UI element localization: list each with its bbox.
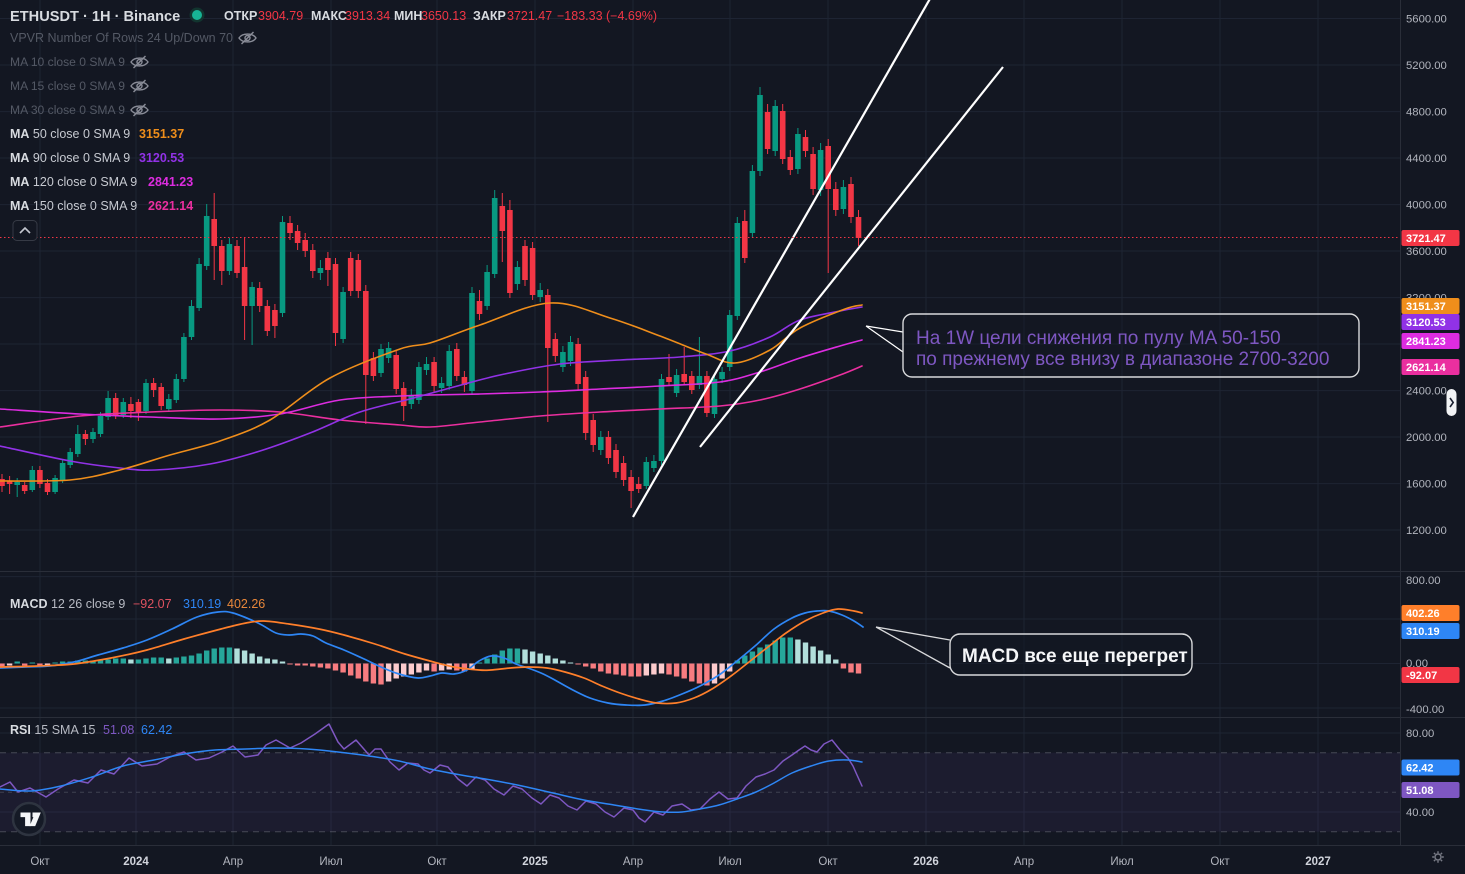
svg-text:800.00: 800.00 bbox=[1406, 575, 1441, 587]
svg-text:3600.00: 3600.00 bbox=[1406, 246, 1447, 258]
svg-text:-92.07: -92.07 bbox=[1406, 670, 1437, 682]
svg-text:2026: 2026 bbox=[913, 856, 939, 868]
svg-text:MACD все еще перегрет: MACD все еще перегрет bbox=[962, 646, 1188, 667]
svg-text:80.00: 80.00 bbox=[1406, 728, 1434, 740]
svg-text:2025: 2025 bbox=[522, 856, 548, 868]
svg-text:2400.00: 2400.00 bbox=[1406, 386, 1447, 398]
svg-text:2621.14: 2621.14 bbox=[1406, 362, 1447, 374]
svg-text:MACD 12 26 close 9: MACD 12 26 close 9 bbox=[10, 597, 125, 611]
svg-text:1600.00: 1600.00 bbox=[1406, 479, 1447, 491]
svg-text:1200.00: 1200.00 bbox=[1406, 525, 1447, 537]
svg-text:ETHUSDT · 1H · Binance: ETHUSDT · 1H · Binance bbox=[10, 9, 180, 25]
svg-text:Июл: Июл bbox=[319, 856, 342, 868]
svg-text:51.08: 51.08 bbox=[1406, 785, 1434, 797]
svg-text:MA 10 close 0 SMA 9: MA 10 close 0 SMA 9 bbox=[10, 55, 125, 69]
svg-text:Окт: Окт bbox=[1210, 856, 1230, 868]
svg-text:402.26: 402.26 bbox=[227, 597, 265, 611]
svg-text:На 1W цели снижения по пулу MA: На 1W цели снижения по пулу MA 50-150 bbox=[916, 328, 1281, 349]
svg-text:по прежнему все внизу в диапаз: по прежнему все внизу в диапазоне 2700-3… bbox=[916, 349, 1329, 370]
svg-text:−92.07: −92.07 bbox=[133, 597, 172, 611]
svg-text:40.00: 40.00 bbox=[1406, 807, 1434, 819]
svg-text:ОТКР: ОТКР bbox=[224, 9, 257, 23]
svg-text:Июл: Июл bbox=[718, 856, 741, 868]
svg-text:4000.00: 4000.00 bbox=[1406, 200, 1447, 212]
svg-text:3151.37: 3151.37 bbox=[139, 127, 184, 141]
svg-text:-400.00: -400.00 bbox=[1406, 704, 1444, 716]
svg-text:МИН: МИН bbox=[394, 9, 422, 23]
svg-text:5600.00: 5600.00 bbox=[1406, 14, 1447, 26]
svg-text:MA 15 close 0 SMA 9: MA 15 close 0 SMA 9 bbox=[10, 79, 125, 93]
svg-text:Апр: Апр bbox=[223, 856, 243, 868]
svg-text:2024: 2024 bbox=[123, 856, 149, 868]
svg-text:51.08: 51.08 bbox=[103, 723, 134, 737]
svg-text:4800.00: 4800.00 bbox=[1406, 107, 1447, 119]
svg-text:3120.53: 3120.53 bbox=[139, 151, 184, 165]
svg-text:3151.37: 3151.37 bbox=[1406, 301, 1446, 313]
svg-text:402.26: 402.26 bbox=[1406, 608, 1440, 620]
svg-text:2621.14: 2621.14 bbox=[148, 199, 193, 213]
svg-text:Окт: Окт bbox=[30, 856, 50, 868]
svg-text:Окт: Окт bbox=[818, 856, 838, 868]
svg-text:Июл: Июл bbox=[1110, 856, 1133, 868]
svg-text:2841.23: 2841.23 bbox=[1406, 336, 1446, 348]
svg-text:5200.00: 5200.00 bbox=[1406, 60, 1447, 72]
svg-text:MA 50 close 0 SMA 9: MA 50 close 0 SMA 9 bbox=[10, 127, 130, 141]
svg-text:Апр: Апр bbox=[1014, 856, 1034, 868]
svg-text:310.19: 310.19 bbox=[183, 597, 221, 611]
svg-text:2000.00: 2000.00 bbox=[1406, 432, 1447, 444]
svg-text:4400.00: 4400.00 bbox=[1406, 153, 1447, 165]
svg-text:2841.23: 2841.23 bbox=[148, 175, 193, 189]
svg-text:3650.13: 3650.13 bbox=[421, 9, 466, 23]
svg-text:310.19: 310.19 bbox=[1406, 626, 1440, 638]
svg-text:3120.53: 3120.53 bbox=[1406, 317, 1446, 329]
svg-text:62.42: 62.42 bbox=[1406, 763, 1434, 775]
svg-text:RSI 15 SMA 15: RSI 15 SMA 15 bbox=[10, 723, 96, 737]
svg-text:62.42: 62.42 bbox=[141, 723, 172, 737]
svg-text:VPVR Number Of Rows 24 Up/Down: VPVR Number Of Rows 24 Up/Down 70 bbox=[10, 31, 233, 45]
svg-text:MA 150 close 0 SMA 9: MA 150 close 0 SMA 9 bbox=[10, 199, 137, 213]
svg-text:MA 120 close 0 SMA 9: MA 120 close 0 SMA 9 bbox=[10, 175, 137, 189]
svg-text:3721.47: 3721.47 bbox=[507, 9, 552, 23]
svg-text:Апр: Апр bbox=[623, 856, 643, 868]
svg-text:3913.34: 3913.34 bbox=[345, 9, 390, 23]
svg-text:3721.47: 3721.47 bbox=[1406, 233, 1446, 245]
svg-text:2027: 2027 bbox=[1305, 856, 1331, 868]
svg-text:MA 90 close 0 SMA 9: MA 90 close 0 SMA 9 bbox=[10, 151, 130, 165]
svg-text:−183.33 (−4.69%): −183.33 (−4.69%) bbox=[557, 9, 657, 23]
svg-text:ЗАКР: ЗАКР bbox=[473, 9, 506, 23]
svg-text:3904.79: 3904.79 bbox=[258, 9, 303, 23]
svg-text:MA 30 close 0 SMA 9: MA 30 close 0 SMA 9 bbox=[10, 103, 125, 117]
svg-text:Окт: Окт bbox=[427, 856, 447, 868]
svg-text:МАКС: МАКС bbox=[311, 9, 347, 23]
